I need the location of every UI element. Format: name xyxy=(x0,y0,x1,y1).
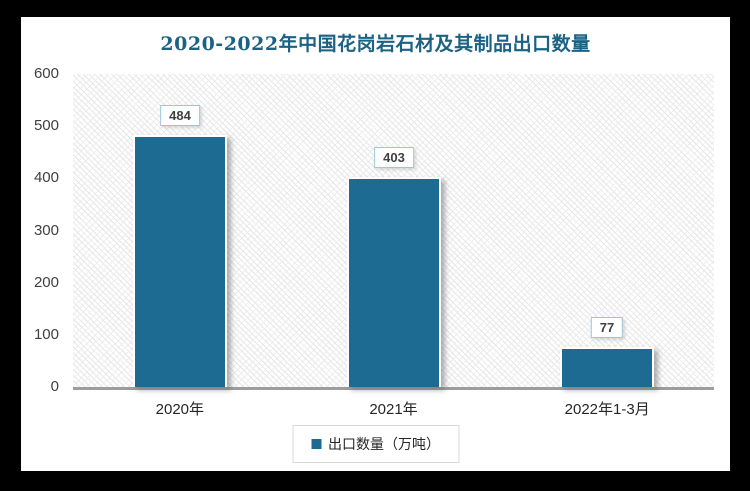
bar-value-label: 484 xyxy=(160,105,200,126)
legend-label: 出口数量（万吨） xyxy=(328,436,440,452)
y-tick-label: 400 xyxy=(33,169,59,187)
y-axis: 0 100 200 300 400 500 600 xyxy=(21,65,65,395)
bar xyxy=(347,177,441,387)
y-tick-label: 100 xyxy=(33,325,59,343)
y-tick-label: 0 xyxy=(50,378,59,395)
y-tick-label: 500 xyxy=(33,117,59,135)
legend-marker-icon xyxy=(311,439,321,449)
chart-title: 2020-2022年中国花岗岩石材及其制品出口数量 xyxy=(160,33,591,55)
bar-value-label: 77 xyxy=(590,317,624,338)
y-tick-label: 200 xyxy=(33,273,59,291)
y-tick-label: 600 xyxy=(33,65,59,82)
legend: 出口数量（万吨） xyxy=(292,425,459,463)
chart-canvas: 2020-2022年中国花岗岩石材及其制品出口数量 0 100 200 300 400 5… xyxy=(21,17,730,471)
plot-area: 484 403 77 xyxy=(73,74,714,390)
x-axis-label: 2022年1-3月 xyxy=(564,401,650,418)
bar-value-label: 403 xyxy=(374,147,414,168)
y-tick-label: 300 xyxy=(33,221,59,239)
x-axis-label: 2020年 xyxy=(155,401,205,418)
bar xyxy=(133,135,227,387)
bar xyxy=(560,347,654,387)
x-axis-label: 2021年 xyxy=(369,401,418,418)
x-axis: 2020年 2021年 2022年1-3月 xyxy=(73,398,714,419)
